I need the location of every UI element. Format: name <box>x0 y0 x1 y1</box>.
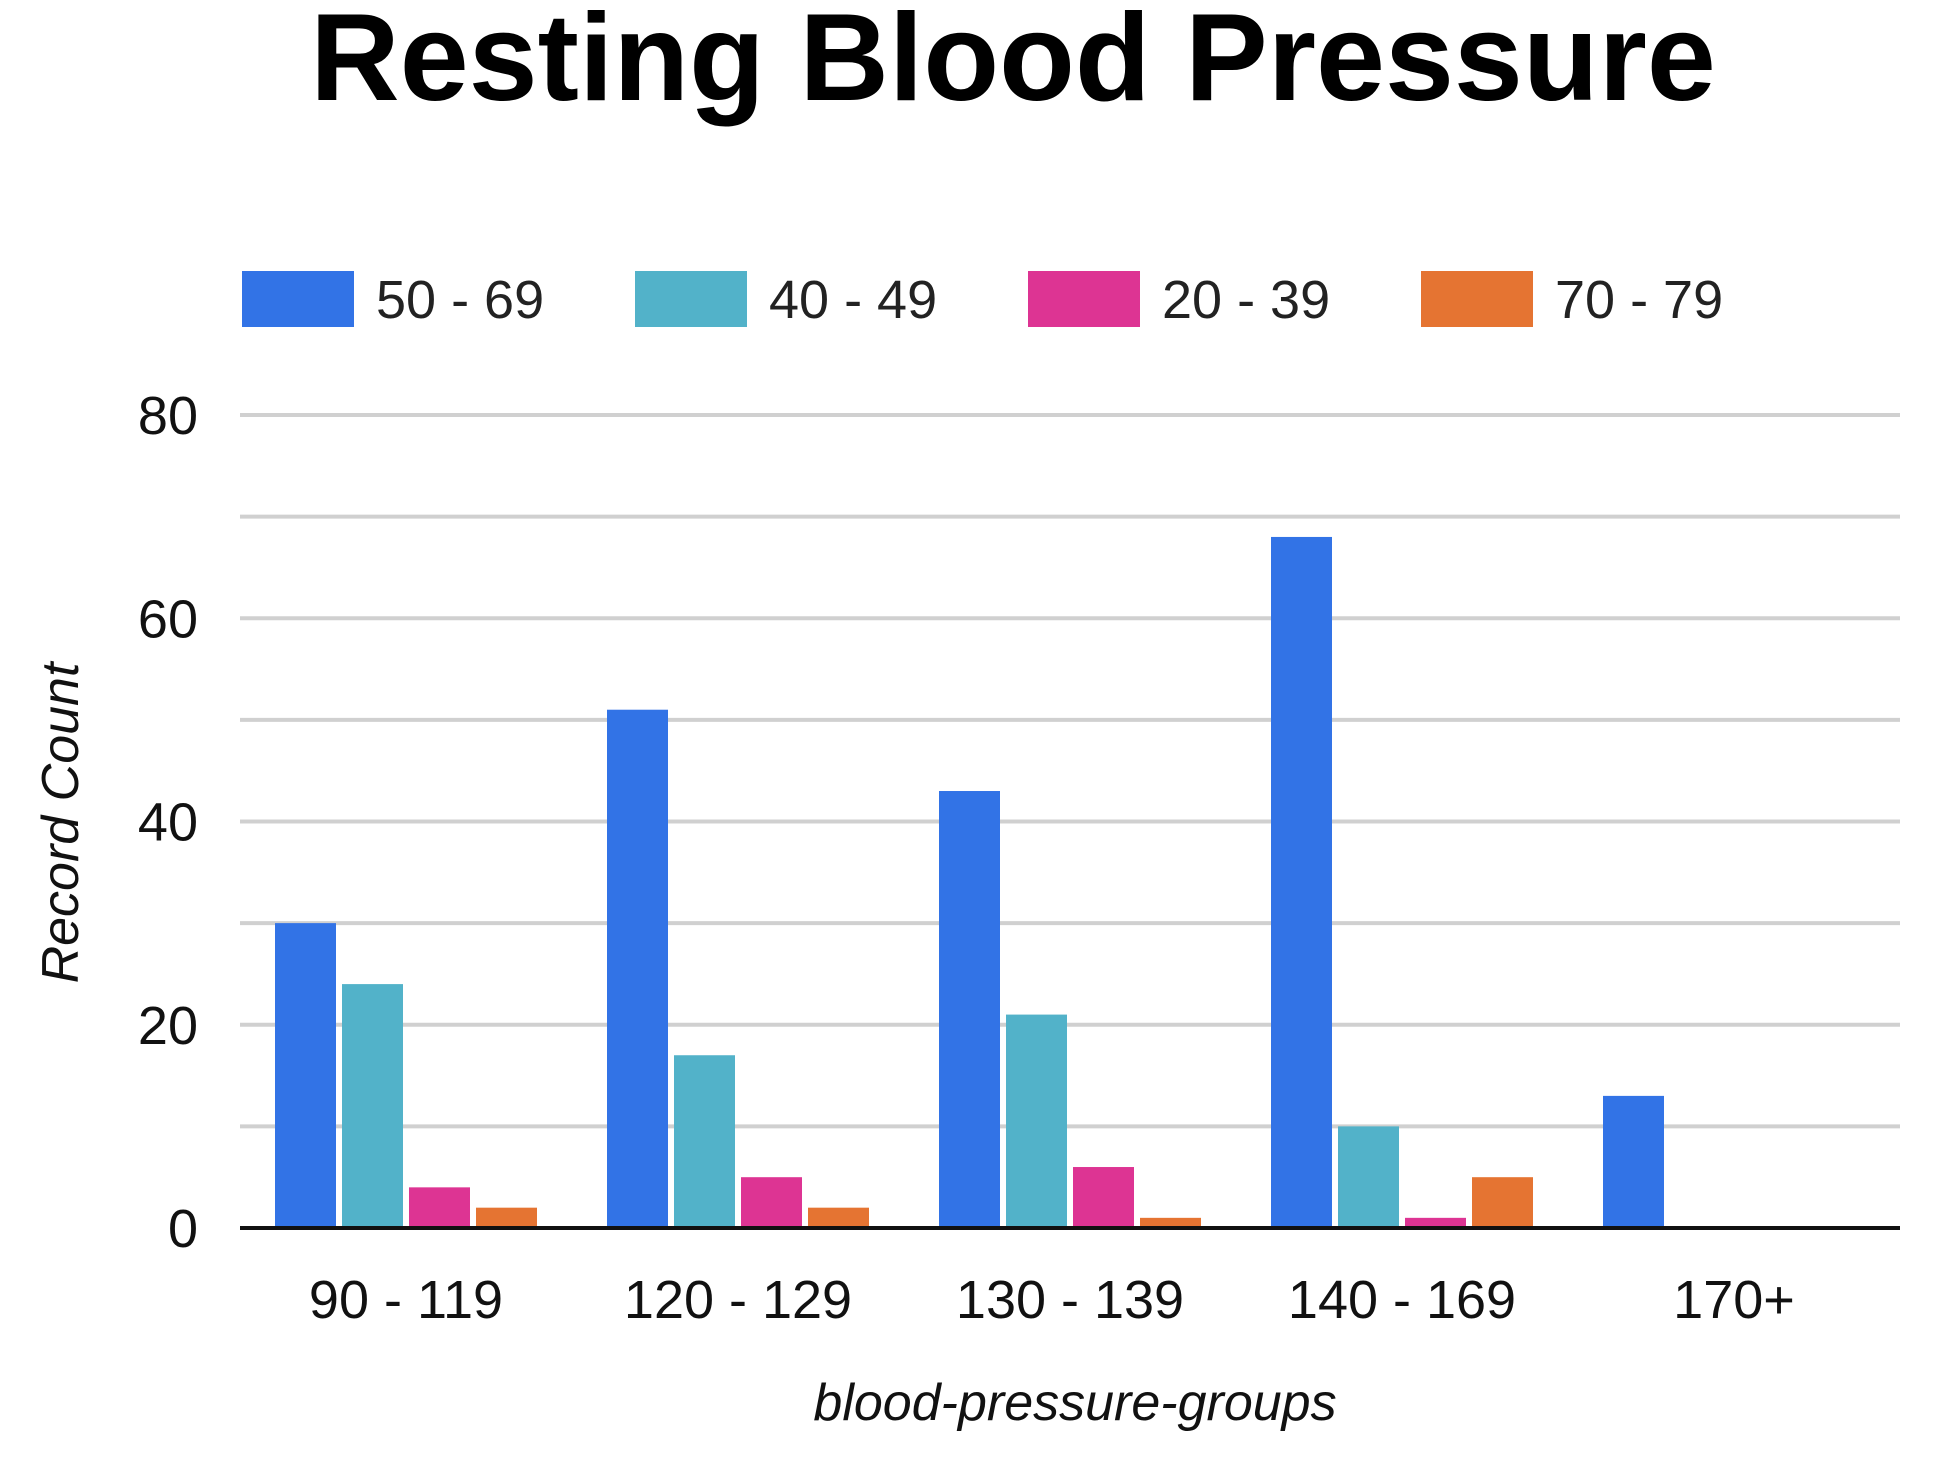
bar <box>1338 1126 1399 1228</box>
x-axis-title: blood-pressure-groups <box>813 1374 1336 1432</box>
y-tick-label: 80 <box>138 386 198 446</box>
legend-swatch <box>1421 271 1533 327</box>
bar <box>1472 1177 1533 1228</box>
legend-swatch <box>1028 271 1140 327</box>
bar <box>1405 1217 1466 1228</box>
y-tick-label: 60 <box>138 589 198 649</box>
gridlines <box>240 413 1900 1129</box>
bar <box>1073 1167 1134 1228</box>
y-tick-label: 0 <box>168 1199 198 1259</box>
bar <box>1271 536 1332 1228</box>
bar <box>1140 1217 1201 1228</box>
legend: 50 - 69 40 - 49 20 - 39 70 - 79 <box>242 270 1723 330</box>
chart-title: Resting Blood Pressure <box>310 0 1716 127</box>
x-axis-ticks: 90 - 119 120 - 129 130 - 139 140 - 169 170+ <box>309 1270 1795 1330</box>
bar <box>808 1207 869 1228</box>
bar <box>1603 1095 1664 1228</box>
legend-label: 20 - 39 <box>1162 270 1330 330</box>
x-tick-label: 170+ <box>1673 1270 1795 1330</box>
y-axis-ticks: 0 20 40 60 80 <box>138 386 198 1259</box>
bar <box>342 984 403 1228</box>
bar <box>607 709 668 1228</box>
bar <box>409 1187 470 1228</box>
y-tick-label: 20 <box>138 996 198 1056</box>
legend-label: 50 - 69 <box>376 270 544 330</box>
legend-swatch <box>242 271 354 327</box>
y-tick-label: 40 <box>138 793 198 853</box>
legend-label: 40 - 49 <box>769 270 937 330</box>
bar <box>741 1177 802 1228</box>
bar <box>674 1055 735 1228</box>
legend-swatch <box>635 271 747 327</box>
bar <box>939 791 1000 1228</box>
x-tick-label: 140 - 169 <box>1288 1270 1516 1330</box>
bars <box>275 536 1664 1228</box>
bar <box>1006 1014 1067 1228</box>
bar <box>275 923 336 1228</box>
x-tick-label: 130 - 139 <box>956 1270 1184 1330</box>
x-tick-label: 120 - 129 <box>624 1270 852 1330</box>
y-axis-title: Record Count <box>32 660 90 983</box>
legend-label: 70 - 79 <box>1555 270 1723 330</box>
x-tick-label: 90 - 119 <box>309 1270 503 1330</box>
bar <box>476 1207 537 1228</box>
